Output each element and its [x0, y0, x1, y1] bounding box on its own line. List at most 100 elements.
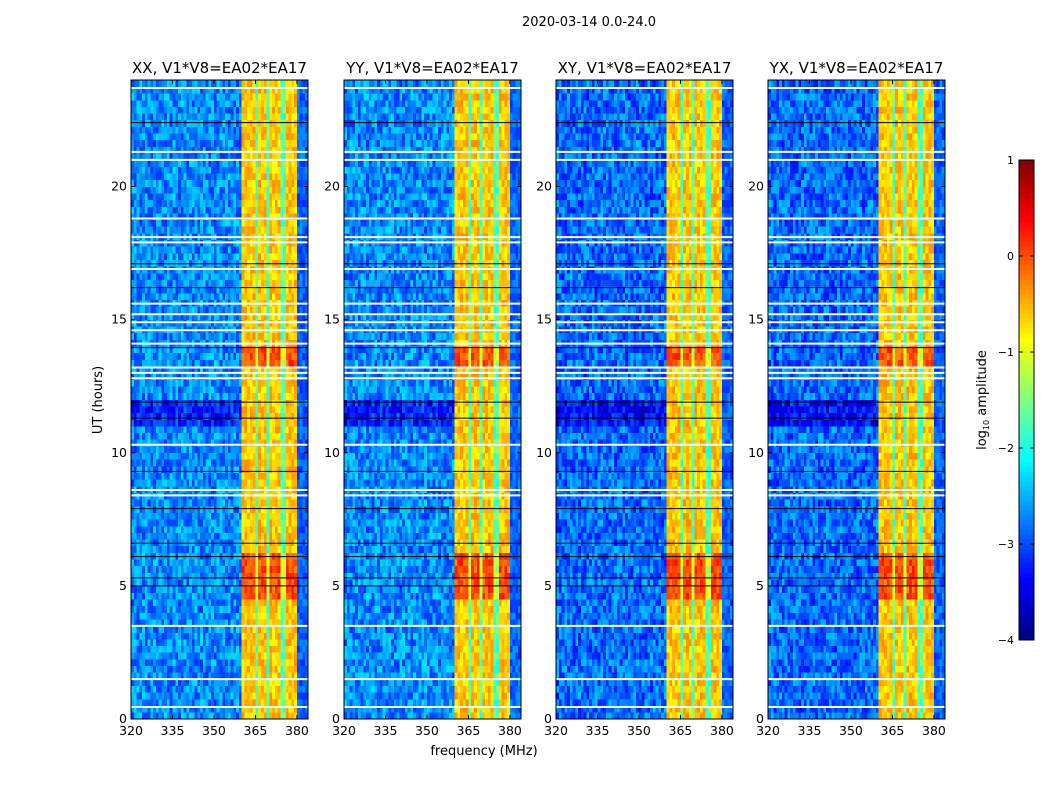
heatmap-cell [203, 639, 206, 646]
heatmap-cell [220, 333, 223, 340]
heatmap-cell [139, 646, 142, 653]
heatmap-cell [181, 453, 184, 460]
heatmap-cell [236, 519, 239, 526]
heatmap-cell [164, 559, 167, 566]
heatmap-cell [197, 566, 200, 573]
heatmap-cell [156, 586, 159, 593]
heatmap-cell [300, 553, 303, 560]
heatmap-cell [197, 406, 200, 413]
heatmap-cell [211, 466, 214, 473]
heatmap-cell [278, 652, 281, 659]
heatmap-cell [247, 453, 250, 460]
heatmap-cell [184, 466, 187, 473]
heatmap-cell [261, 426, 264, 433]
heatmap-cell [178, 253, 181, 260]
heatmap-cell [170, 306, 173, 313]
heatmap-cell [189, 273, 192, 280]
heatmap-cell [189, 652, 192, 659]
heatmap-cell [233, 606, 236, 613]
heatmap-cell [150, 652, 153, 659]
heatmap-cell [258, 692, 261, 699]
heatmap-cell [137, 419, 140, 426]
heatmap-cell [283, 479, 286, 486]
heatmap-cell [175, 626, 178, 633]
heatmap-cell [269, 453, 272, 460]
heatmap-cell [264, 380, 267, 387]
heatmap-cell [236, 226, 239, 233]
heatmap-cell [164, 260, 167, 267]
heatmap-cell [156, 333, 159, 340]
heatmap-cell [211, 692, 214, 699]
heatmap-cell [167, 659, 170, 666]
heatmap-cell [280, 539, 283, 546]
heatmap-cell [280, 506, 283, 513]
heatmap-cell [195, 559, 198, 566]
heatmap-cell [197, 200, 200, 207]
heatmap-cell [150, 360, 153, 367]
heatmap-cell [264, 553, 267, 560]
heatmap-cell [217, 200, 220, 207]
heatmap-cell [267, 639, 270, 646]
heatmap-cell [253, 599, 256, 606]
heatmap-cell [200, 406, 203, 413]
heatmap-cell [272, 613, 275, 620]
heatmap-cell [250, 593, 253, 600]
heatmap-cell [203, 220, 206, 227]
heatmap-cell [300, 699, 303, 706]
heatmap-cell [233, 260, 236, 267]
heatmap-cell [206, 593, 209, 600]
heatmap-cell [220, 406, 223, 413]
heatmap-cell [280, 280, 283, 287]
heatmap-cell [137, 506, 140, 513]
heatmap-cell [255, 519, 258, 526]
heatmap-cell [142, 566, 145, 573]
heatmap-cell [164, 400, 167, 407]
heatmap-cell [280, 679, 283, 686]
heatmap-cell [137, 652, 140, 659]
heatmap-cell [258, 539, 261, 546]
heatmap-cell [280, 406, 283, 413]
heatmap-cell [253, 626, 256, 633]
heatmap-cell [203, 679, 206, 686]
heatmap-cell [258, 466, 261, 473]
heatmap-cell [186, 579, 189, 586]
heatmap-cell [236, 400, 239, 407]
heatmap-cell [197, 380, 200, 387]
heatmap-cell [286, 479, 289, 486]
heatmap-cell [302, 413, 305, 420]
heatmap-cell [302, 606, 305, 613]
heatmap-cell [280, 206, 283, 213]
heatmap-cell [161, 360, 164, 367]
heatmap-cell [278, 220, 281, 227]
heatmap-cell [203, 692, 206, 699]
heatmap-cell [195, 699, 198, 706]
heatmap-cell [137, 692, 140, 699]
heatmap-cell [253, 659, 256, 666]
heatmap-cell [272, 533, 275, 540]
heatmap-cell [222, 360, 225, 367]
heatmap-cell [289, 220, 292, 227]
heatmap-cell [206, 260, 209, 267]
heatmap-cell [231, 260, 234, 267]
heatmap-cell [139, 593, 142, 600]
heatmap-cell [184, 606, 187, 613]
heatmap-cell [203, 599, 206, 606]
heatmap-cell [278, 360, 281, 367]
heatmap-cell [231, 280, 234, 287]
heatmap-cell [153, 406, 156, 413]
heatmap-cell [184, 579, 187, 586]
heatmap-cell [244, 573, 247, 580]
heatmap-cell [280, 293, 283, 300]
heatmap-cell [253, 400, 256, 407]
heatmap-cell [159, 333, 162, 340]
heatmap-cell [286, 400, 289, 407]
heatmap-cell [175, 419, 178, 426]
heatmap-cell [255, 306, 258, 313]
heatmap-cell [244, 419, 247, 426]
heatmap-cell [142, 559, 145, 566]
heatmap-cell [175, 380, 178, 387]
heatmap-cell [195, 260, 198, 267]
heatmap-cell [214, 613, 217, 620]
heatmap-cell [261, 433, 264, 440]
heatmap-cell [239, 519, 242, 526]
